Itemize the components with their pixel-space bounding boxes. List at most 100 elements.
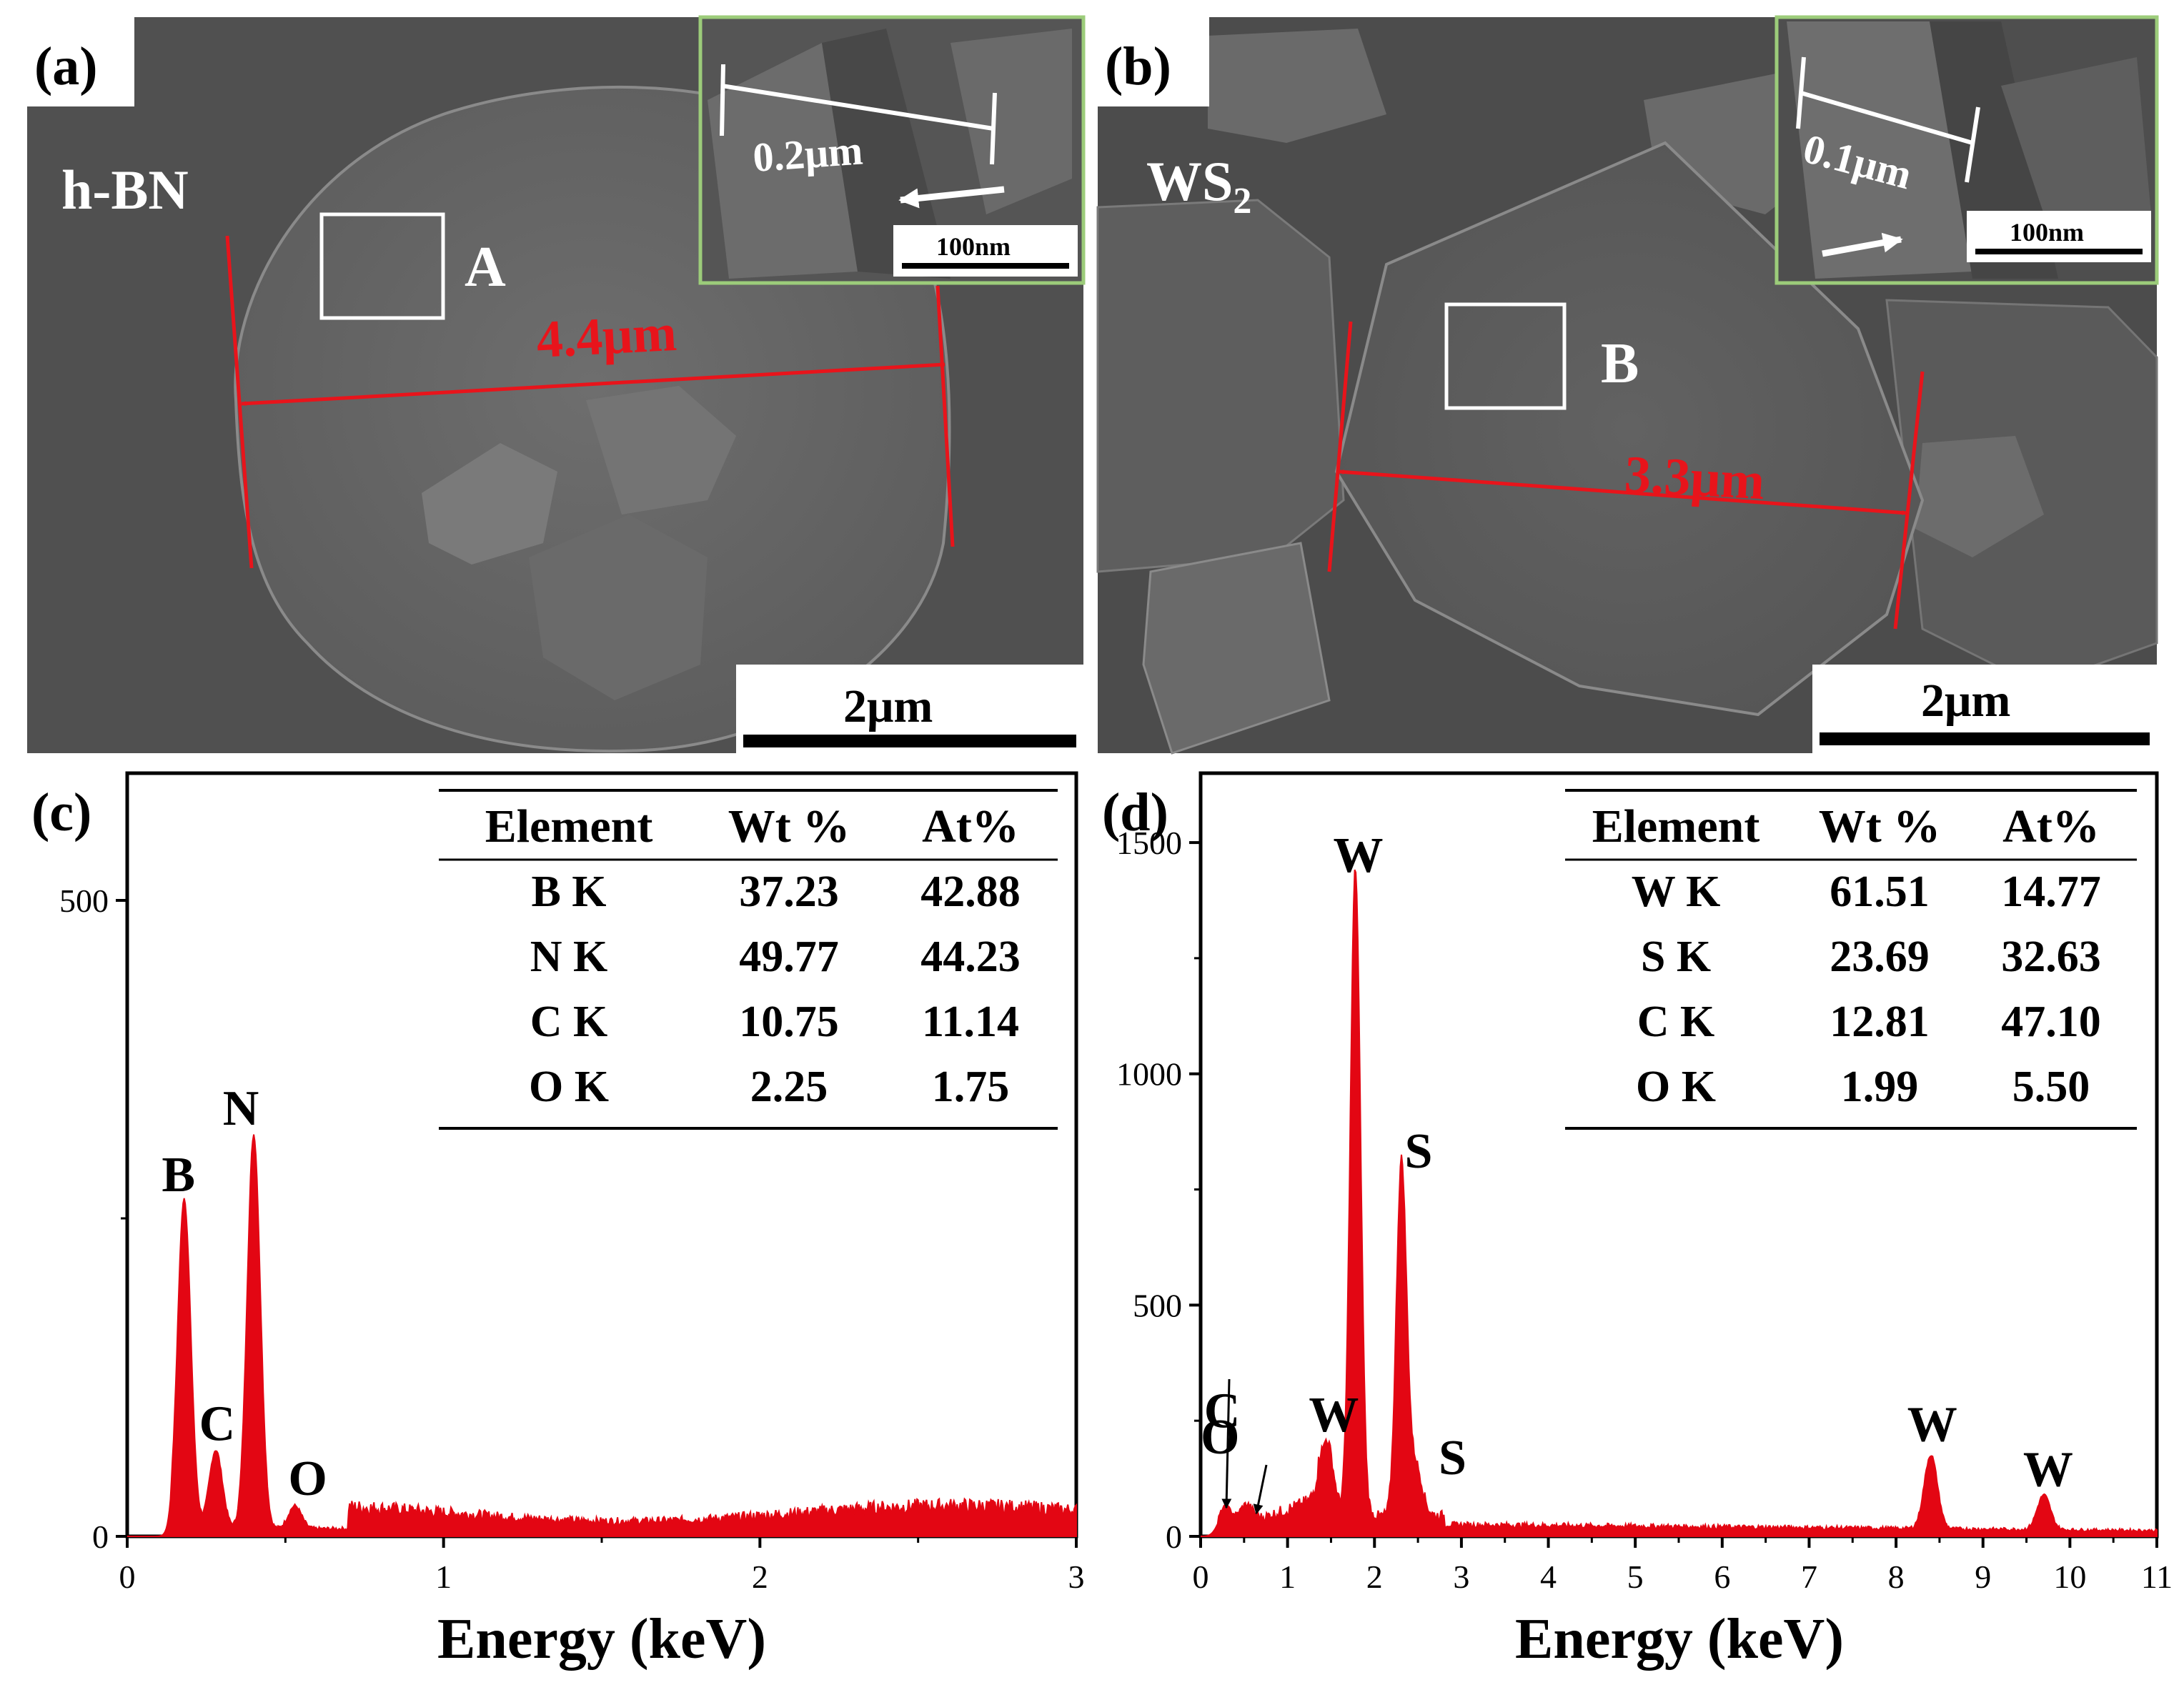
y-tick-label: 1000 (1116, 1056, 1182, 1093)
table-cell: 47.10 (2001, 998, 2101, 1046)
table-cell: 12.81 (1830, 998, 1930, 1046)
peak-label-o: O (288, 1451, 327, 1506)
table-cell: 5.50 (2012, 1063, 2090, 1111)
y-tick-label: 0 (92, 1518, 109, 1555)
x-axis-title-c: Energy (keV) (437, 1608, 766, 1671)
table-cell: 49.77 (739, 933, 839, 981)
peak-label-o: O (1201, 1410, 1239, 1465)
table-header: Element (1592, 800, 1760, 853)
measure-arrow-b (1339, 469, 1907, 516)
material-label-ws2: WS2 (1146, 150, 1251, 222)
x-tick-label: 7 (1801, 1559, 1817, 1595)
table-cell: W K (1632, 868, 1721, 916)
table-cell: 44.23 (920, 933, 1021, 981)
table-cell: C K (1637, 998, 1715, 1046)
composition-table-c: Element Wt % At% B K 37.23 42.88 N K 49.77 44.23… (439, 789, 1058, 1130)
edge-marker-right-a (935, 285, 955, 547)
x-tick-label: 3 (1453, 1559, 1469, 1595)
x-tick-label: 2 (1366, 1559, 1383, 1595)
inset-scale-b: 100nm (2010, 218, 2084, 247)
table-cell: 32.63 (2001, 933, 2101, 981)
table-cell: 11.14 (922, 998, 1019, 1046)
peak-label-n: N (223, 1081, 259, 1136)
table-cell: 10.75 (739, 998, 839, 1046)
edge-marker-left-b (1327, 321, 1353, 572)
composition-table-d: Element Wt % At% W K 61.51 14.77 S K 23.69 32.63… (1565, 789, 2137, 1130)
table-header: Wt % (728, 800, 850, 853)
peak-label-w: W (1907, 1397, 1957, 1452)
table-cell: C K (530, 998, 608, 1046)
peak-label-s: S (1439, 1431, 1466, 1486)
table-header: At% (922, 800, 1019, 853)
inset-a: 0.2μm 100nm (698, 15, 1086, 285)
y-tick-label: 1500 (1116, 825, 1182, 861)
peak-label-w: W (2023, 1442, 2073, 1497)
x-tick-label: 10 (2053, 1559, 2086, 1595)
panel-label-d: (d) (1102, 782, 1168, 842)
table-cell: 14.77 (2001, 868, 2101, 916)
table-cell: 1.75 (932, 1063, 1010, 1111)
peak-label-c: C (199, 1397, 236, 1452)
arrow-c-peak-d (1221, 1378, 1232, 1509)
table-cell: O K (1636, 1063, 1716, 1111)
x-tick-label: 1 (1279, 1559, 1296, 1595)
peak-label-s: S (1405, 1124, 1433, 1179)
x-tick-label: 0 (119, 1559, 136, 1595)
material-label-hbn: h-BN (61, 159, 189, 221)
panel-label-b: (b) (1105, 36, 1171, 96)
edge-marker-right-b (1893, 371, 1925, 630)
inset-measurement-a: 0.2μm (751, 126, 864, 181)
scale-bar-label-b: 2μm (1921, 675, 2010, 727)
table-header: At% (2002, 800, 2100, 853)
x-tick-label: 2 (752, 1559, 768, 1595)
x-tick-label: 9 (1975, 1559, 1991, 1595)
measurement-label-b: 3.3μm (1623, 445, 1766, 511)
scale-bar-a (743, 735, 1076, 747)
spectrum-area-c (127, 1134, 1077, 1537)
measure-arrow-a (241, 362, 945, 407)
panel-label-a: (a) (34, 36, 98, 96)
x-tick-label: 8 (1888, 1559, 1905, 1595)
edge-marker-left-a (225, 235, 254, 569)
inset-b: 0.1μm 100nm (1774, 15, 2159, 285)
table-cell: 2.25 (750, 1063, 828, 1111)
peak-label-c: C (1204, 1384, 1241, 1439)
x-tick-label: 11 (2141, 1559, 2173, 1595)
y-tick-label: 0 (1166, 1518, 1182, 1555)
region-label-a: A (465, 236, 506, 299)
x-tick-label: 3 (1068, 1559, 1085, 1595)
sem-image-b (1096, 17, 2158, 755)
region-box-b (1444, 302, 1567, 410)
scale-bar-b (1820, 732, 2150, 745)
table-cell: B K (531, 868, 606, 916)
region-label-b: B (1601, 332, 1639, 395)
measurement-label-a: 4.4μm (535, 304, 678, 369)
y-tick-label: 500 (1133, 1287, 1182, 1323)
y-tick-label: 500 (59, 883, 109, 919)
arrow-o-peak-d (1253, 1464, 1268, 1515)
x-tick-label: 1 (435, 1559, 452, 1595)
table-cell: 42.88 (920, 868, 1021, 916)
table-cell: 37.23 (739, 868, 839, 916)
region-box-a (319, 212, 445, 320)
spectrum-area-d (1200, 869, 2158, 1537)
table-cell: 61.51 (1830, 868, 1930, 916)
table-cell: 23.69 (1830, 933, 1930, 981)
scale-bar-label-a: 2μm (843, 680, 933, 732)
table-cell: 1.99 (1841, 1063, 1919, 1111)
x-tick-label: 4 (1540, 1559, 1557, 1595)
peak-label-w: W (1334, 828, 1384, 883)
eds-chart-c: 0 1 2 3 0 500 B C N O (c) Energy (keV) Element Wt… (31, 771, 1085, 1671)
panel-label-c: (c) (31, 782, 91, 842)
x-tick-label: 0 (1193, 1559, 1209, 1595)
table-header: Element (485, 800, 653, 853)
peak-label-w: W (1309, 1388, 1359, 1443)
table-header: Wt % (1819, 800, 1940, 853)
table-cell: N K (530, 933, 608, 981)
table-cell: O K (529, 1063, 609, 1111)
table-cell: S K (1641, 933, 1711, 981)
x-tick-label: 5 (1627, 1559, 1644, 1595)
x-tick-label: 6 (1714, 1559, 1730, 1595)
